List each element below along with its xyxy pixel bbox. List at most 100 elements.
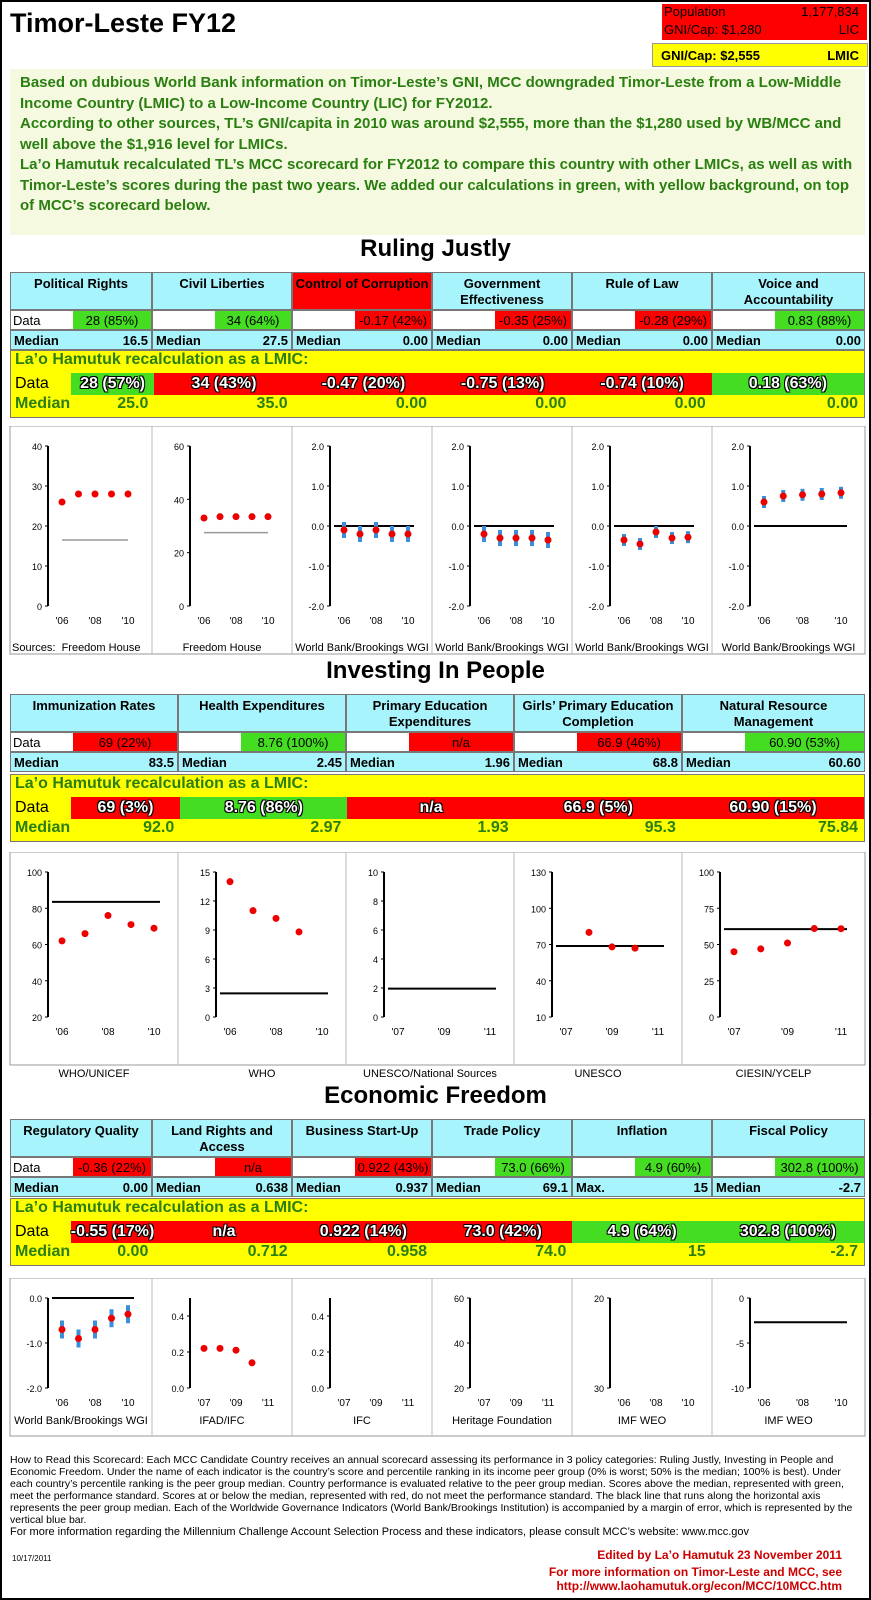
x-tick-label: '09 xyxy=(605,1027,618,1038)
data-point xyxy=(512,534,520,542)
data-point xyxy=(480,530,488,538)
y-tick-label: 130 xyxy=(531,868,546,878)
data-cell: Data4.9 (60%) xyxy=(572,1157,712,1177)
lmic-median-value: 95.3 xyxy=(644,819,676,836)
y-tick-label: 0.0 xyxy=(731,522,744,532)
median-value: 0.937 xyxy=(395,1179,428,1195)
data-point xyxy=(528,534,536,542)
y-tick-label: 40 xyxy=(454,1339,464,1349)
data-cell: Data60.90 (53%) xyxy=(682,732,865,752)
data-point xyxy=(340,526,348,534)
y-tick-label: 20 xyxy=(454,1384,464,1394)
data-point xyxy=(837,925,845,933)
data-point xyxy=(150,924,158,932)
data-point xyxy=(608,943,616,951)
x-tick-label: '06 xyxy=(223,1027,236,1038)
chart-frame xyxy=(9,426,866,655)
median-value: 0.00 xyxy=(835,332,861,348)
data-cell: Data0.922 (43%) xyxy=(292,1157,432,1177)
y-tick-label: 40 xyxy=(32,977,42,987)
more-info-link[interactable]: For more information on Timor-Leste and … xyxy=(548,1565,842,1593)
data-point xyxy=(404,530,412,538)
y-tick-label: 30 xyxy=(32,482,42,492)
median-label: Median xyxy=(14,1179,59,1195)
data-cell: Data 28 (85%) xyxy=(10,310,152,330)
data-point xyxy=(91,490,99,498)
data-point xyxy=(200,514,208,522)
median-value: 0.00 xyxy=(122,1179,148,1195)
y-tick-label: 0.0 xyxy=(171,1384,184,1394)
data-point xyxy=(108,490,115,498)
x-tick-label: '08 xyxy=(369,616,382,627)
data-point xyxy=(636,540,644,548)
x-tick-label: '08 xyxy=(269,1027,282,1038)
median-label: Median xyxy=(518,754,563,770)
x-tick-label: '10 xyxy=(315,1027,328,1038)
data-value-fail: n/a xyxy=(215,1158,291,1176)
charts-row: -2.0 -1.0 0.0 '06 '08 '10 0.0 0.2 0.4 '07 '09 '11 0.… xyxy=(9,1278,866,1437)
data-point xyxy=(779,492,787,500)
population-value: 1,177,834 xyxy=(801,4,859,19)
lmic-value-pass: 28 (57%) xyxy=(70,373,155,395)
indicator-header: Inflation xyxy=(572,1119,712,1157)
y-tick-label: 2.0 xyxy=(451,442,464,452)
data-point xyxy=(232,513,240,521)
page-title: Timor-Leste FY12 xyxy=(10,8,237,38)
y-tick-label: -2.0 xyxy=(728,602,744,612)
median-cell: Median -2.7 xyxy=(712,1177,865,1197)
median-label: Median xyxy=(156,1179,201,1195)
y-tick-label: 8 xyxy=(373,897,378,907)
y-tick-label: 1.0 xyxy=(311,482,324,492)
y-tick-label: 30 xyxy=(594,1384,604,1394)
median-cell: Median 2.45 xyxy=(178,752,346,772)
x-tick-label: '11 xyxy=(835,1027,848,1038)
median-cell: Median 68.8 xyxy=(514,752,682,772)
indicator-header: Civil Liberties xyxy=(152,272,292,310)
lmic-median-row: Median 25.0 35.0 0.00 0.00 0.00 0.00 xyxy=(11,395,864,417)
y-tick-label: 0 xyxy=(373,1013,378,1023)
indicator-header: Control of Corruption xyxy=(292,272,432,310)
x-tick-label: '06 xyxy=(757,1398,770,1409)
data-cell: Data0.83 (88%) xyxy=(712,310,865,330)
x-tick-label: '10 xyxy=(401,616,414,627)
data-point xyxy=(248,513,256,521)
x-tick-label: '07 xyxy=(391,1027,404,1038)
x-tick-label: '10 xyxy=(147,1027,160,1038)
x-tick-label: '11 xyxy=(402,1398,415,1409)
median-label: Median xyxy=(182,754,227,770)
x-tick-label: '08 xyxy=(88,1398,101,1409)
indicator-header: Fiscal Policy xyxy=(712,1119,865,1157)
chart-source: IFC xyxy=(353,1415,371,1427)
lmic-median-value: 0.00 xyxy=(117,1243,149,1260)
chart-source: WHO/UNICEF xyxy=(58,1068,130,1080)
median-value: 1.96 xyxy=(484,754,510,770)
gni-alt-box: GNI/Cap: $2,555 LMIC xyxy=(652,43,868,67)
data-value-pass: 4.9 (60%) xyxy=(635,1158,711,1176)
median-cell: Median 16.5 xyxy=(10,330,152,350)
y-tick-label: 60 xyxy=(174,442,184,452)
x-tick-label: '06 xyxy=(477,616,490,627)
data-cell: Datan/a xyxy=(346,732,514,752)
data-point xyxy=(356,530,364,538)
lmic-median-row: Median 92.0 2.97 1.93 95.3 75.84 xyxy=(11,819,864,841)
chart-source: Freedom House xyxy=(182,642,262,654)
median-cell: Median 0.937 xyxy=(292,1177,432,1197)
y-tick-label: -10 xyxy=(731,1384,744,1394)
population-label: Population xyxy=(664,4,726,19)
charts-row: 0 10 20 30 40 '06 '08 '10 0 20 40 60 '06 '08 '10 -2.0 -1… xyxy=(9,426,866,655)
median-value: 2.45 xyxy=(316,754,342,770)
data-point xyxy=(818,490,826,498)
data-value-fail: -0.36 (22%) xyxy=(73,1158,151,1176)
y-tick-label: 1.0 xyxy=(451,482,464,492)
data-point xyxy=(200,1344,208,1352)
data-cell: Data 69 (22%) xyxy=(10,732,178,752)
data-label: Data xyxy=(13,734,41,750)
data-point xyxy=(799,491,806,499)
data-point xyxy=(75,490,82,498)
x-tick-label: '06 xyxy=(757,616,770,627)
indicator-header: Land Rights and Access xyxy=(152,1119,292,1157)
how-to-read: How to Read this Scorecard: Each MCC Can… xyxy=(10,1454,853,1526)
median-value: 16.5 xyxy=(122,332,148,348)
data-cell: Data73.0 (66%) xyxy=(432,1157,572,1177)
